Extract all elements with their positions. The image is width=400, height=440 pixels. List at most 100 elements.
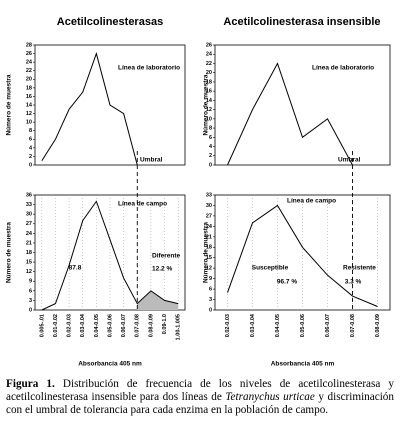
- y-tick-label: 0: [209, 307, 212, 313]
- y-tick-label: 18: [206, 79, 212, 85]
- y-tick-label: 3: [209, 297, 212, 303]
- y-tick-label: 9: [29, 279, 32, 285]
- caption-text: Distribución de frecuencia de los nivele…: [6, 378, 394, 403]
- y-tick-label: 16: [206, 89, 212, 95]
- y-tick-label: 10: [206, 116, 212, 122]
- y-tick-label: 24: [26, 60, 33, 66]
- caption-label: Figura 1.: [6, 378, 55, 390]
- x-tick-label: 0.06-0.07: [121, 314, 127, 337]
- x-tick-label: 0.04-0.05: [275, 314, 281, 337]
- y-tick-label: 12: [26, 111, 32, 117]
- x-axis-title: Absorbancia 405 nm: [78, 361, 142, 368]
- y-tick-label: 27: [206, 213, 212, 219]
- x-tick-label: 0.07-0.08: [135, 314, 141, 337]
- caption-text: y discriminación con el umbral de tolera…: [6, 391, 394, 416]
- y-tick-label: 10: [26, 120, 32, 126]
- annotation: Umbral: [338, 157, 361, 164]
- y-tick-label: 18: [26, 85, 32, 91]
- y-tick-label: 24: [206, 52, 213, 58]
- annotation: 87.8: [69, 265, 82, 272]
- annotation: 96.7 %: [277, 279, 297, 286]
- x-tick-label: 0.05-0.06: [107, 314, 113, 337]
- y-tick-label: 16: [26, 94, 32, 100]
- y-axis-title: Número de muestra: [6, 74, 13, 135]
- x-tick-label: 0.06-0.07: [325, 314, 331, 337]
- y-tick-label: 20: [206, 70, 212, 76]
- annotation: Línea de campo: [118, 201, 167, 208]
- y-axis-title: Número de muestra: [203, 74, 210, 135]
- y-tick-label: 21: [26, 240, 32, 246]
- y-tick-label: 12: [26, 269, 32, 275]
- y-tick-label: 26: [26, 51, 32, 57]
- x-tick-label: 0.02-0.03: [225, 314, 231, 337]
- x-tick-label: 0.05-0.06: [300, 314, 306, 337]
- x-tick-label: 0.005-.01: [39, 314, 45, 337]
- y-tick-label: 30: [26, 212, 32, 218]
- y-tick-label: 3: [29, 298, 32, 304]
- annotation: Línea de laboratorio: [312, 65, 374, 72]
- y-tick-label: 18: [206, 245, 212, 251]
- y-tick-label: 8: [29, 128, 32, 134]
- y-tick-label: 30: [206, 203, 212, 209]
- y-tick-label: 36: [26, 192, 32, 198]
- y-tick-label: 4: [209, 144, 213, 150]
- y-tick-label: 15: [26, 260, 32, 266]
- data-line: [41, 51, 138, 166]
- y-tick-label: 14: [26, 102, 33, 108]
- x-tick-label: 0.07-0.08: [350, 314, 356, 337]
- y-tick-label: 6: [29, 288, 32, 294]
- y-tick-label: 14: [206, 98, 213, 104]
- y-tick-label: 6: [209, 287, 212, 293]
- caption-species: Tetranychus urticae: [225, 391, 315, 403]
- x-tick-label: 0.04-0.05: [94, 314, 100, 337]
- y-tick-label: 15: [206, 255, 212, 261]
- plot-frame: [214, 44, 391, 166]
- annotation: Resistente: [343, 265, 376, 272]
- annotation: Línea de campo: [287, 198, 336, 205]
- shaded-area: [137, 290, 179, 310]
- x-tick-label: 0.08-0.09: [375, 314, 381, 337]
- y-tick-label: 26: [206, 42, 212, 48]
- figure: Acetilcolinesterasas Acetilcolinesterasa…: [6, 16, 391, 368]
- y-tick-label: 33: [206, 192, 212, 198]
- annotation: Umbral: [140, 157, 163, 164]
- y-tick-label: 28: [26, 42, 32, 48]
- y-tick-label: 22: [206, 61, 212, 67]
- annotation: 3.3 %: [345, 279, 362, 286]
- y-tick-label: 9: [209, 276, 212, 282]
- x-tick-label: 1.00-1.005: [176, 314, 182, 340]
- column-title: Acetilcolinesterasas: [57, 16, 163, 28]
- y-tick-label: 0: [209, 162, 212, 168]
- x-tick-label: 0.03-0.04: [250, 313, 256, 337]
- y-tick-label: 18: [26, 250, 32, 256]
- y-tick-label: 0: [29, 162, 32, 168]
- data-line: [41, 200, 179, 311]
- x-tick-label: 0.01-0.02: [53, 314, 59, 337]
- x-tick-label: 0.02-0.03: [67, 314, 73, 337]
- y-axis-title: Número de muestra: [6, 222, 13, 283]
- y-tick-label: 27: [26, 221, 32, 227]
- annotation: 12.2 %: [152, 266, 172, 273]
- x-tick-label: 0.08-0.09: [148, 314, 154, 337]
- y-tick-label: 6: [29, 137, 32, 143]
- y-tick-label: 2: [209, 153, 212, 159]
- y-tick-label: 24: [206, 224, 213, 230]
- column-title: Acetilcolinesterasa insensible: [223, 16, 380, 28]
- annotation: Línea de laboratorio: [118, 65, 180, 72]
- y-tick-label: 20: [26, 77, 32, 83]
- x-tick-label: 0.03-0.04: [80, 313, 86, 337]
- y-tick-label: 2: [29, 154, 32, 160]
- y-tick-label: 8: [209, 126, 212, 132]
- y-tick-label: 0: [29, 307, 32, 313]
- y-axis-title: Número de muestra: [203, 222, 210, 283]
- y-tick-label: 12: [206, 266, 212, 272]
- y-tick-label: 4: [29, 145, 33, 151]
- y-tick-label: 22: [26, 68, 32, 74]
- y-tick-label: 12: [206, 107, 212, 113]
- caption: Figura 1. Distribución de frecuencia de …: [6, 378, 394, 417]
- x-tick-label: 0.09-1.0: [162, 314, 168, 334]
- y-tick-label: 21: [206, 234, 212, 240]
- x-axis-title: Absorbancia 405 nm: [271, 361, 335, 368]
- data-line: [227, 204, 378, 307]
